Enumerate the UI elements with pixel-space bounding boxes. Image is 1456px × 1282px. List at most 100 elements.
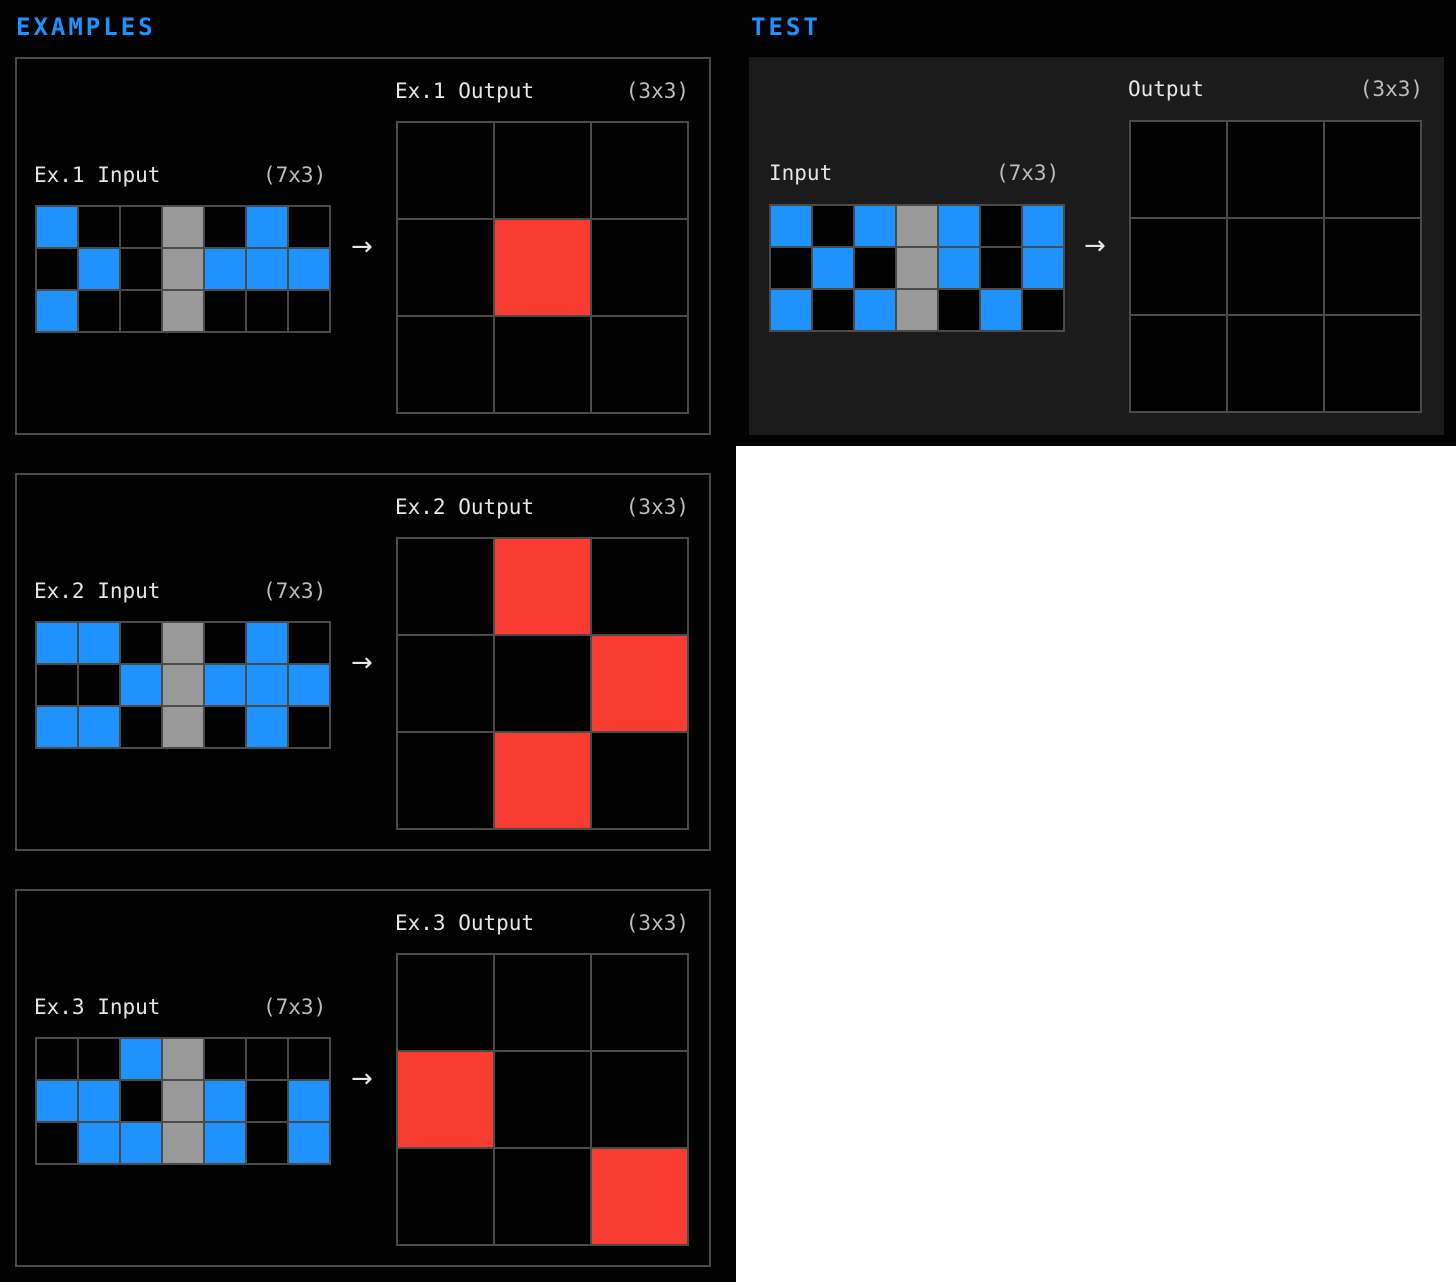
grid-cell: [37, 707, 77, 747]
grid-cell: [398, 1149, 493, 1244]
input-dims: (7x3): [263, 579, 327, 603]
grid-cell[interactable]: [1325, 219, 1420, 314]
input-grid: [35, 621, 331, 749]
grid-cell: [592, 733, 687, 828]
grid-cell: [79, 1123, 119, 1163]
input-label: Ex.3 Input: [34, 995, 161, 1019]
grid-cell: [398, 1052, 493, 1147]
grid-cell: [289, 665, 329, 705]
output-grid: [396, 953, 689, 1246]
grid-cell: [855, 206, 895, 246]
grid-cell: [205, 1039, 245, 1079]
test-output-dims: (3x3): [1359, 77, 1423, 101]
input-grid: [35, 205, 331, 333]
grid-cell: [289, 707, 329, 747]
grid-cell: [37, 207, 77, 247]
grid-cell: [495, 317, 590, 412]
grid-cell: [121, 623, 161, 663]
grid-cell: [398, 955, 493, 1050]
grid-cell: [813, 290, 853, 330]
grid-cell: [121, 207, 161, 247]
grid-cell: [592, 636, 687, 731]
grid-cell: [592, 955, 687, 1050]
grid-cell: [37, 665, 77, 705]
grid-cell: [855, 248, 895, 288]
grid-cell: [398, 317, 493, 412]
grid-cell: [37, 249, 77, 289]
grid-cell: [813, 206, 853, 246]
grid-cell: [771, 248, 811, 288]
arrow-icon: →: [351, 1064, 373, 1094]
test-input-label: Input: [769, 161, 833, 185]
grid-cell: [163, 623, 203, 663]
grid-cell: [37, 1081, 77, 1121]
grid-cell: [939, 248, 979, 288]
output-dims: (3x3): [625, 495, 689, 519]
grid-cell: [79, 291, 119, 331]
arrow-icon: →: [351, 232, 373, 262]
grid-cell: [121, 249, 161, 289]
grid-cell: [495, 123, 590, 218]
input-dims: (7x3): [263, 995, 327, 1019]
grid-cell: [495, 636, 590, 731]
input-dims: (7x3): [263, 163, 327, 187]
grid-cell: [897, 248, 937, 288]
examples-heading: EXAMPLES: [16, 13, 156, 41]
test-heading: TEST: [751, 13, 821, 41]
grid-cell: [592, 220, 687, 315]
grid-cell: [205, 207, 245, 247]
grid-cell: [495, 733, 590, 828]
grid-cell: [398, 123, 493, 218]
grid-cell[interactable]: [1228, 122, 1323, 217]
grid-cell: [79, 249, 119, 289]
grid-cell[interactable]: [1131, 316, 1226, 411]
grid-cell: [398, 539, 493, 634]
grid-cell: [205, 249, 245, 289]
test-output-grid[interactable]: [1129, 120, 1422, 413]
grid-cell: [121, 665, 161, 705]
grid-cell: [495, 955, 590, 1050]
output-label: Ex.1 Output: [395, 79, 535, 103]
grid-cell: [121, 291, 161, 331]
grid-cell: [289, 1081, 329, 1121]
grid-cell: [163, 1081, 203, 1121]
grid-cell: [855, 290, 895, 330]
grid-cell: [205, 1081, 245, 1121]
grid-cell: [495, 539, 590, 634]
grid-cell[interactable]: [1228, 316, 1323, 411]
grid-cell: [592, 317, 687, 412]
arrow-icon: →: [351, 648, 373, 678]
grid-cell: [813, 248, 853, 288]
grid-cell[interactable]: [1325, 316, 1420, 411]
grid-cell: [981, 248, 1021, 288]
grid-cell: [939, 206, 979, 246]
grid-cell[interactable]: [1131, 122, 1226, 217]
grid-cell: [1023, 248, 1063, 288]
grid-cell: [398, 636, 493, 731]
grid-cell: [79, 665, 119, 705]
grid-cell: [247, 707, 287, 747]
output-dims: (3x3): [625, 911, 689, 935]
grid-cell: [247, 665, 287, 705]
grid-cell: [247, 291, 287, 331]
grid-cell[interactable]: [1325, 122, 1420, 217]
grid-cell: [163, 249, 203, 289]
grid-cell: [289, 1039, 329, 1079]
grid-cell: [79, 207, 119, 247]
grid-cell: [495, 1052, 590, 1147]
input-label: Ex.1 Input: [34, 163, 161, 187]
grid-cell: [247, 207, 287, 247]
grid-cell: [121, 1081, 161, 1121]
grid-cell: [205, 291, 245, 331]
grid-cell: [289, 291, 329, 331]
grid-cell: [939, 290, 979, 330]
grid-cell: [37, 1039, 77, 1079]
grid-cell: [289, 623, 329, 663]
output-grid: [396, 537, 689, 830]
grid-cell[interactable]: [1228, 219, 1323, 314]
grid-cell: [398, 733, 493, 828]
grid-cell[interactable]: [1131, 219, 1226, 314]
grid-cell: [1023, 290, 1063, 330]
grid-cell: [247, 1081, 287, 1121]
grid-cell: [771, 206, 811, 246]
